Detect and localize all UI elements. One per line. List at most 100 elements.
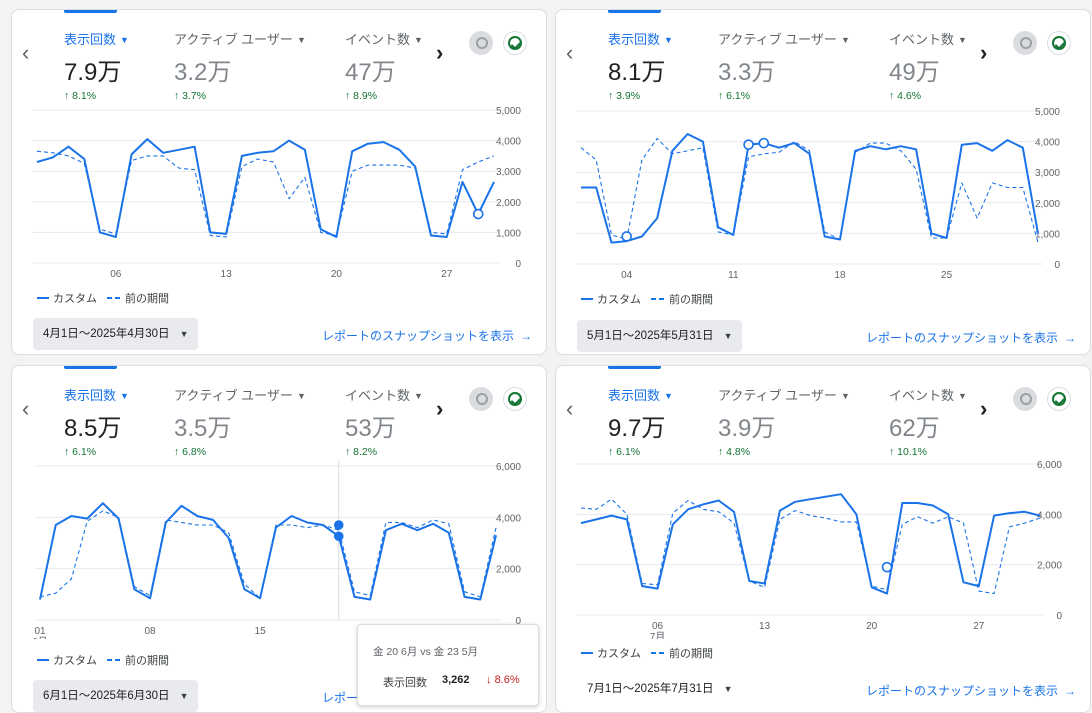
- legend-solid-line: [581, 652, 593, 654]
- dropdown-caret-icon[interactable]: ▼: [296, 391, 306, 401]
- series-line-current[interactable]: [581, 133, 1039, 244]
- data-point-marker[interactable]: [472, 208, 484, 220]
- date-range-label: 4月1日～2025年4月30日: [43, 328, 170, 340]
- metric-tab-events[interactable]: イベント数 ▼ 62万 ↑ 10.1%: [889, 385, 967, 458]
- series-line-current[interactable]: [39, 502, 497, 601]
- dropdown-caret-icon[interactable]: ▼: [664, 35, 673, 45]
- arrow-up-icon: ↑: [174, 446, 180, 458]
- data-point-marker[interactable]: [333, 520, 344, 530]
- arrow-up-icon: ↑: [174, 90, 180, 102]
- y-tick-label: 4,000: [496, 513, 521, 524]
- metric-tab-events[interactable]: イベント数 ▼ 53万 ↑ 8.2%: [345, 385, 423, 458]
- dropdown-caret-icon: ▼: [179, 329, 189, 339]
- metric-value: 3.3万: [718, 59, 776, 86]
- metric-value: 53万: [345, 415, 396, 442]
- metric-value: 9.7万: [608, 415, 666, 442]
- date-range-label: 6月1日～2025年6月30日: [43, 690, 170, 702]
- data-point-marker[interactable]: [743, 139, 754, 150]
- series-line-previous[interactable]: [580, 498, 1041, 595]
- arrow-up-icon: ↑: [64, 446, 70, 458]
- metric-label: 表示回数: [64, 388, 117, 403]
- legend-solid-line: [37, 659, 49, 661]
- date-range-button[interactable]: 6月1日～2025年6月30日 ▼: [33, 680, 199, 712]
- series-line-previous[interactable]: [39, 510, 497, 599]
- metric-label: 表示回数: [608, 32, 661, 47]
- series-line-current[interactable]: [36, 138, 495, 238]
- x-tick-label: 18: [834, 270, 846, 278]
- chart-legend: カスタム 前の期間: [581, 291, 713, 307]
- chevron-right-icon[interactable]: ›: [980, 396, 988, 421]
- check-circle-icon[interactable]: [1047, 31, 1071, 55]
- achievement-badge-icon[interactable]: [1013, 387, 1037, 411]
- dropdown-caret-icon[interactable]: ▼: [664, 391, 673, 401]
- metric-tab-active-users[interactable]: アクティブ ユーザー ▼ 3.3万 ↑ 6.1%: [718, 29, 850, 102]
- date-range-button[interactable]: 7月1日～2025年7月31日 ▼: [577, 673, 742, 705]
- dropdown-caret-icon[interactable]: ▼: [958, 391, 967, 401]
- data-point-marker[interactable]: [758, 137, 770, 149]
- dropdown-caret-icon[interactable]: ▼: [120, 391, 129, 401]
- arrow-up-icon: ↑: [345, 446, 351, 458]
- metric-tab-events[interactable]: イベント数 ▼ 47万 ↑ 8.9%: [345, 29, 423, 102]
- metric-tab-active-users[interactable]: アクティブ ユーザー ▼ 3.9万 ↑ 4.8%: [718, 385, 850, 458]
- view-snapshot-link[interactable]: レポートのスナップショットを表示 →: [866, 329, 1076, 346]
- metric-tab-views[interactable]: 表示回数 ▼ 9.7万 ↑ 6.1%: [608, 385, 673, 458]
- metric-value: 8.1万: [608, 59, 666, 86]
- metric-tab-active-users[interactable]: アクティブ ユーザー ▼ 3.2万 ↑ 3.7%: [174, 29, 306, 102]
- arrow-right-icon: →: [1064, 684, 1076, 698]
- series-line-previous[interactable]: [580, 137, 1039, 243]
- metric-tab-events[interactable]: イベント数 ▼ 49万 ↑ 4.6%: [889, 29, 967, 102]
- achievement-badge-icon[interactable]: [469, 387, 493, 411]
- dropdown-caret-icon[interactable]: ▼: [296, 35, 306, 45]
- dropdown-caret-icon[interactable]: ▼: [840, 35, 850, 45]
- arrow-up-icon: ↑: [718, 446, 724, 458]
- chart-legend: カスタム 前の期間: [37, 652, 169, 668]
- chevron-left-icon[interactable]: ‹: [22, 40, 30, 65]
- metric-tab-views[interactable]: 表示回数 ▼ 8.1万 ↑ 3.9%: [608, 29, 673, 102]
- achievement-badge-icon[interactable]: [469, 31, 493, 55]
- y-tick-label: 1,000: [496, 228, 521, 239]
- date-range-button[interactable]: 5月1日～2025年5月31日 ▼: [577, 320, 743, 352]
- metric-label: イベント数: [889, 32, 955, 47]
- series-line-previous[interactable]: [36, 150, 495, 238]
- chevron-left-icon[interactable]: ‹: [22, 396, 30, 421]
- check-circle-icon[interactable]: [1047, 387, 1071, 411]
- chevron-left-icon[interactable]: ‹: [566, 396, 574, 421]
- metric-tab-views[interactable]: 表示回数 ▼ 7.9万 ↑ 8.1%: [64, 29, 129, 102]
- chevron-right-icon[interactable]: ›: [436, 396, 444, 421]
- metric-tab-active-users[interactable]: アクティブ ユーザー ▼ 3.5万 ↑ 6.8%: [174, 385, 306, 458]
- series-line-current[interactable]: [580, 493, 1041, 595]
- check-circle-icon[interactable]: [503, 387, 527, 411]
- dropdown-caret-icon[interactable]: ▼: [120, 35, 129, 45]
- dropdown-caret-icon[interactable]: ▼: [840, 391, 850, 401]
- legend-current: カスタム: [53, 293, 97, 305]
- dropdown-caret-icon[interactable]: ▼: [958, 35, 967, 45]
- metric-change: 6.8%: [182, 446, 207, 458]
- dropdown-caret-icon[interactable]: ▼: [414, 391, 423, 401]
- check-circle-icon[interactable]: [503, 31, 527, 55]
- metric-value: 3.5万: [174, 415, 232, 442]
- achievement-badge-icon[interactable]: [1013, 31, 1037, 55]
- legend-solid-line: [581, 298, 593, 300]
- y-tick-label: 6,000: [1037, 460, 1062, 471]
- data-point-marker[interactable]: [333, 531, 344, 542]
- data-point-marker[interactable]: [881, 561, 893, 573]
- x-tick-label: 20: [331, 269, 343, 278]
- chevron-right-icon[interactable]: ›: [980, 40, 988, 65]
- dropdown-caret-icon[interactable]: ▼: [414, 35, 423, 45]
- x-tick-label: 04: [621, 270, 633, 278]
- chevron-right-icon[interactable]: ›: [436, 40, 444, 65]
- view-snapshot-link[interactable]: レポートのスナップショットを表示 →: [322, 327, 532, 344]
- chevron-left-icon[interactable]: ‹: [566, 40, 574, 65]
- metric-change: 4.8%: [726, 446, 751, 458]
- metric-tab-views[interactable]: 表示回数 ▼ 8.5万 ↑ 6.1%: [64, 385, 129, 458]
- view-snapshot-link[interactable]: レポートのスナップショットを表示 →: [866, 682, 1076, 699]
- metric-label: 表示回数: [608, 388, 661, 403]
- data-point-marker[interactable]: [621, 231, 632, 242]
- selected-metric-indicator: [608, 366, 661, 369]
- metric-value: 3.9万: [718, 415, 776, 442]
- date-range-button[interactable]: 4月1日～2025年4月30日 ▼: [33, 318, 199, 350]
